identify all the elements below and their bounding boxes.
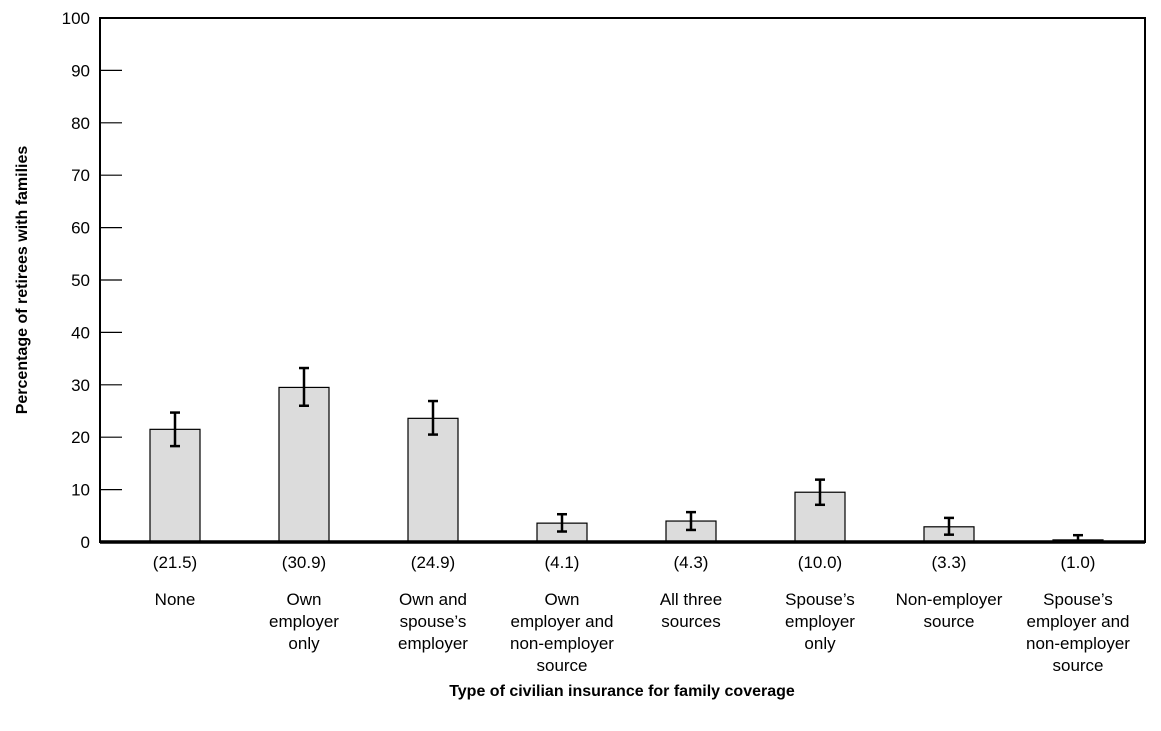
y-tick-label: 40 [71,323,90,342]
error-bars [170,366,1083,544]
bar [794,491,846,543]
y-tick-label: 10 [71,481,90,500]
category-label: Spouse’s employer and non-employer source [1026,590,1130,675]
category-label-line: None [155,590,196,609]
category-label: Own employer and non-employer source [510,590,614,675]
category-label-line: sources [661,612,721,631]
y-tick-label: 0 [81,533,90,552]
sample-size-label: (30.9) [282,553,326,572]
sample-size-label: (1.0) [1061,553,1096,572]
y-tick-label: 20 [71,428,90,447]
sample-size-labels: (21.5) (30.9) (24.9) (4.1) (4.3) (10.0) (3.3) (… [153,553,1096,572]
category-label-line: employer [269,612,339,631]
sample-size-label: (24.9) [411,553,455,572]
category-label: None [155,590,196,609]
plot-frame [99,17,1146,543]
category-label-line: Spouse’s [1043,590,1113,609]
bar [278,386,330,543]
category-label-line: All three [660,590,722,609]
bar [149,428,201,543]
category-label-line: Non-employer [896,590,1003,609]
category-label-line: Own [545,590,580,609]
y-axis-ticks: 0 10 20 30 40 50 60 70 80 90 100 [62,9,122,552]
y-tick-label: 70 [71,166,90,185]
category-label: Non-employer source [896,590,1003,631]
category-label-line: Own [287,590,322,609]
category-label-line: employer [785,612,855,631]
sample-size-label: (21.5) [153,553,197,572]
category-label: Own employer only [269,590,339,653]
category-label: All three sources [660,590,722,631]
y-axis-title: Percentage of retirees with families [14,146,31,415]
sample-size-label: (4.3) [674,553,709,572]
category-label-line: Own and [399,590,467,609]
category-label-line: non-employer [1026,634,1130,653]
y-tick-label: 60 [71,219,90,238]
category-label: Own and spouse’s employer [398,590,468,653]
category-label-line: non-employer [510,634,614,653]
category-label-line: source [536,656,587,675]
sample-size-label: (4.1) [545,553,580,572]
category-labels: None Own employer only Own and spouse’s employ… [155,590,1131,675]
sample-size-label: (10.0) [798,553,842,572]
category-label-line: employer [398,634,468,653]
y-tick-label: 30 [71,376,90,395]
category-label-line: employer and [510,612,613,631]
category-label-line: employer and [1026,612,1129,631]
y-tick-label: 50 [71,271,90,290]
bar [407,417,459,543]
y-tick-label: 90 [71,61,90,80]
category-label-line: spouse’s [400,612,467,631]
category-label-line: source [1052,656,1103,675]
y-tick-label: 80 [71,114,90,133]
category-label-line: only [804,634,836,653]
category-label: Spouse’s employer only [785,590,855,653]
category-label-line: Spouse’s [785,590,855,609]
sample-size-label: (3.3) [932,553,967,572]
category-label-line: source [923,612,974,631]
bars [149,386,1104,543]
y-tick-label: 100 [62,9,90,28]
category-label-line: only [288,634,320,653]
x-axis-title: Type of civilian insurance for family co… [449,683,795,700]
